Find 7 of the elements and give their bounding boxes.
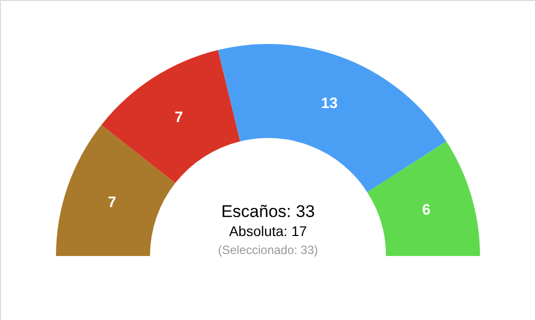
text: (Seleccionado: 33)	[218, 243, 318, 257]
text: Absoluta: 17	[229, 223, 308, 239]
data-label: 7	[174, 109, 183, 126]
data-label: 6	[422, 202, 430, 219]
data-label: 13	[320, 94, 338, 112]
data-label: 7	[108, 194, 116, 212]
text: Escaños: 33	[221, 202, 315, 221]
